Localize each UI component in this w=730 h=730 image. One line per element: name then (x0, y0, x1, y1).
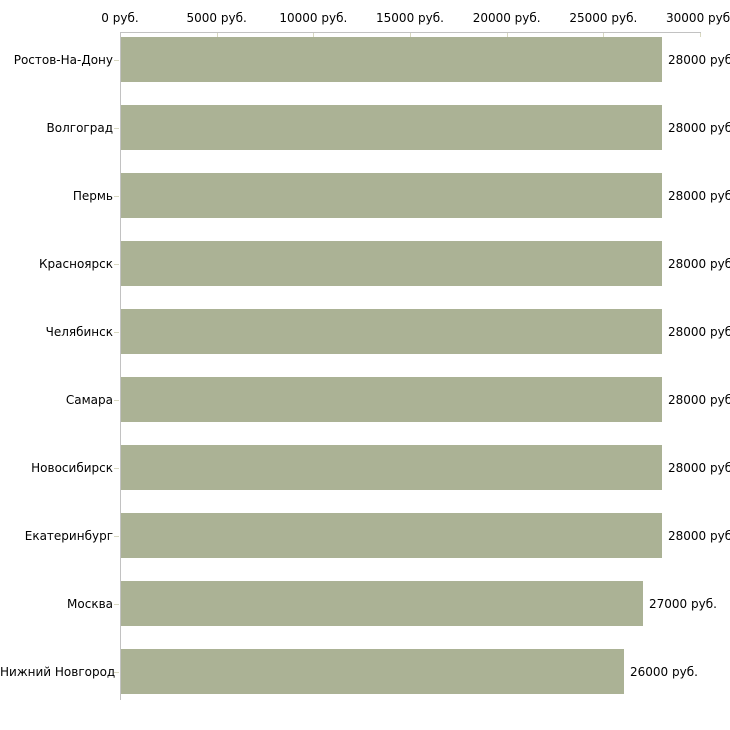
value-label: 28000 руб. (668, 256, 730, 271)
x-axis-tick-mark (507, 33, 508, 37)
y-axis-tick-mark (114, 400, 119, 401)
x-axis-tick-label: 0 руб. (101, 11, 139, 25)
bar (121, 445, 662, 490)
bar (121, 581, 643, 626)
y-axis-tick-mark (114, 536, 119, 537)
value-label: 27000 руб. (649, 596, 717, 611)
bar (121, 105, 662, 150)
x-axis-tick-mark (603, 33, 604, 37)
category-label: Самара (65, 392, 113, 407)
category-label: Пермь (72, 188, 113, 203)
value-label: 28000 руб. (668, 392, 730, 407)
bar (121, 513, 662, 558)
x-axis-tick-label: 25000 руб. (569, 11, 638, 25)
category-label: Екатеринбург (24, 528, 113, 543)
x-axis-tick-mark (313, 33, 314, 37)
y-axis-tick-mark (114, 128, 119, 129)
value-label: 28000 руб. (668, 52, 730, 67)
bar (121, 241, 662, 286)
x-axis-tick-mark (700, 33, 701, 37)
y-axis-tick-mark (114, 672, 119, 673)
category-label: Москва (67, 596, 113, 611)
value-label: 28000 руб. (668, 188, 730, 203)
category-label: Челябинск (45, 324, 113, 339)
y-axis-tick-mark (114, 196, 119, 197)
value-label: 28000 руб. (668, 460, 730, 475)
y-axis-tick-mark (114, 332, 119, 333)
category-label: Ростов-На-Дону (13, 52, 113, 67)
category-label: Волгоград (46, 120, 113, 135)
value-label: 28000 руб. (668, 528, 730, 543)
x-axis-tick-label: 15000 руб. (376, 11, 444, 25)
y-axis-tick-mark (114, 264, 119, 265)
bar (121, 649, 624, 694)
y-axis-tick-mark (114, 604, 119, 605)
value-label: 26000 руб. (630, 664, 698, 679)
x-axis-tick-label: 5000 руб. (186, 11, 247, 25)
x-axis-tick-label: 30000 руб. (666, 11, 730, 25)
y-axis-tick-mark (114, 60, 119, 61)
value-label: 28000 руб. (668, 120, 730, 135)
x-axis-line (120, 32, 701, 33)
category-label: Красноярск (39, 256, 113, 271)
bar (121, 309, 662, 354)
category-label: Нижний Новгород (0, 664, 116, 679)
bar (121, 37, 662, 82)
bar (121, 377, 662, 422)
category-label: Новосибирск (31, 460, 113, 475)
y-axis-line (120, 32, 121, 700)
x-axis-tick-label: 10000 руб. (279, 11, 348, 25)
bar (121, 173, 662, 218)
x-axis-tick-mark (410, 33, 411, 37)
x-axis-tick-mark (217, 33, 218, 37)
value-label: 28000 руб. (668, 324, 730, 339)
x-axis-tick-label: 20000 руб. (472, 11, 541, 25)
y-axis-tick-mark (114, 468, 119, 469)
